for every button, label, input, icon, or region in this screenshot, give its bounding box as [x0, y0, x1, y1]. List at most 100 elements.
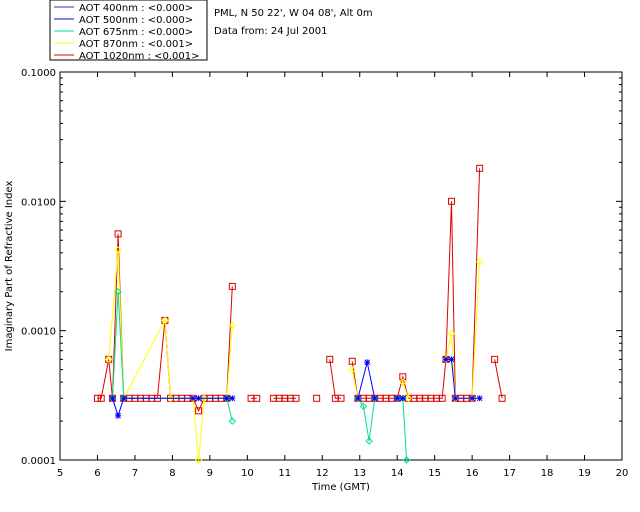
legend-item: AOT 870nm : <0.001> — [54, 39, 193, 50]
data-point — [194, 456, 203, 464]
legend-label: AOT 675nm : <0.000> — [79, 27, 193, 38]
data-point — [253, 394, 261, 402]
data-point — [166, 394, 175, 402]
x-tick-label: 9 — [207, 468, 213, 479]
x-tick-label: 6 — [94, 468, 100, 479]
series — [104, 246, 484, 464]
x-tick-label: 7 — [132, 468, 138, 479]
x-tick-label: 17 — [503, 468, 516, 479]
data-point — [498, 394, 506, 402]
data-point — [402, 456, 411, 464]
series-line — [445, 358, 480, 399]
x-tick-label: 11 — [278, 468, 291, 479]
legend-item: AOT 400nm : <0.000> — [54, 3, 193, 14]
legend-item: AOT 1020nm : <0.001> — [54, 51, 199, 62]
y-tick-label: 0.0010 — [21, 327, 56, 338]
series-layer — [93, 164, 506, 464]
data-point — [491, 355, 499, 363]
x-tick-label: 14 — [391, 468, 404, 479]
data-point — [109, 395, 116, 402]
y-tick-label: 0.0001 — [21, 456, 56, 467]
series-line — [397, 397, 408, 461]
series-line — [494, 359, 503, 399]
x-tick-label: 15 — [428, 468, 441, 479]
legend-item: AOT 675nm : <0.000> — [54, 27, 193, 38]
data-point — [371, 395, 378, 402]
data-point — [337, 394, 345, 402]
data-point — [93, 394, 101, 402]
data-point — [120, 395, 127, 402]
date-info: Data from: 24 Jul 2001 — [214, 26, 327, 37]
x-tick-label: 5 — [57, 468, 63, 479]
series-line — [357, 362, 376, 399]
x-tick-label: 18 — [541, 468, 554, 479]
data-point — [475, 258, 484, 266]
data-point — [438, 394, 446, 402]
series-line — [329, 359, 341, 399]
plot-frame — [59, 71, 623, 461]
data-point — [476, 164, 484, 172]
legend-label: AOT 500nm : <0.000> — [79, 15, 193, 26]
x-tick-label: 16 — [466, 468, 479, 479]
y-tick-label: 0.1000 — [21, 68, 56, 79]
data-point — [359, 402, 368, 411]
data-point — [469, 395, 476, 402]
data-point — [399, 378, 407, 386]
data-point — [447, 329, 456, 338]
legend-item: AOT 500nm : <0.000> — [54, 15, 193, 26]
y-axis-label: Imaginary Part of Refractive Index — [4, 181, 15, 352]
x-axis-label: Time (GMT) — [311, 482, 370, 493]
legend-label: AOT 1020nm : <0.001> — [79, 51, 199, 62]
data-point — [448, 356, 455, 363]
data-point — [292, 394, 300, 402]
data-point — [195, 395, 202, 402]
x-tick-label: 13 — [353, 468, 366, 479]
axis-ticks: 5 6 7 8 9 10 11 12 13 14 15 16 17 18 19 20 0.0001 0.0010 0… — [21, 68, 628, 479]
legend-label: AOT 400nm : <0.000> — [79, 3, 193, 14]
data-point — [228, 282, 236, 290]
data-point — [228, 417, 237, 425]
data-point — [354, 395, 361, 402]
x-tick-label: 19 — [578, 468, 591, 479]
data-point — [223, 395, 230, 402]
data-point — [228, 321, 237, 330]
data-point — [190, 395, 197, 402]
data-point — [161, 316, 169, 325]
legend-box — [49, 0, 208, 61]
x-tick-label: 12 — [316, 468, 329, 479]
y-tick-label: 0.0100 — [21, 197, 56, 208]
series-line — [351, 369, 359, 399]
series-line — [108, 250, 233, 461]
data-point — [365, 437, 373, 445]
data-point — [394, 395, 401, 402]
data-point — [114, 288, 122, 296]
data-point — [348, 365, 356, 374]
data-point — [195, 407, 203, 415]
data-point — [229, 395, 236, 402]
data-point — [399, 395, 406, 402]
data-point — [200, 394, 208, 402]
series-line — [357, 398, 376, 442]
site-info: PML, N 50 22', W 04 08', Alt 0m — [214, 8, 373, 19]
series — [108, 288, 411, 464]
series — [93, 164, 506, 415]
data-point — [452, 395, 459, 402]
series-line — [351, 168, 481, 399]
data-point — [404, 394, 413, 402]
x-tick-label: 20 — [616, 468, 629, 479]
data-point — [104, 355, 113, 364]
data-point — [114, 230, 122, 238]
data-point — [326, 355, 334, 363]
legend-label: AOT 870nm : <0.001> — [79, 39, 193, 50]
data-point — [115, 412, 122, 419]
data-point — [97, 394, 105, 402]
x-tick-label: 10 — [241, 468, 254, 479]
data-point — [442, 356, 449, 363]
data-point — [364, 359, 371, 366]
series — [109, 356, 483, 419]
data-point — [348, 357, 356, 365]
x-tick-label: 8 — [169, 468, 175, 479]
data-point — [476, 395, 483, 402]
data-point — [313, 394, 321, 402]
